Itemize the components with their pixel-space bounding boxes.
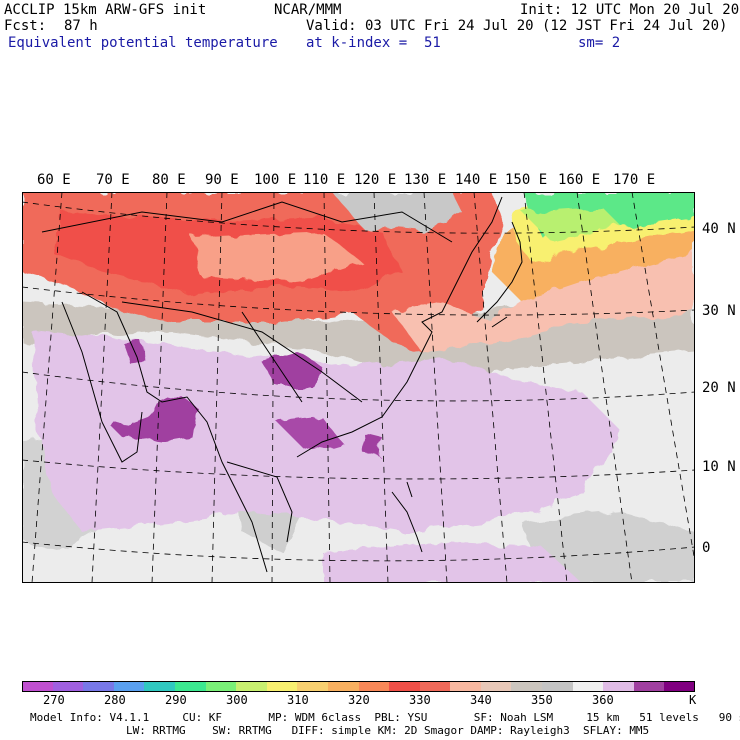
colorbar-segment [205,681,237,692]
field-name: Equivalent potential temperature [8,35,278,51]
colorbar-tick: 290 [165,693,187,707]
lon-label: 60 E [37,172,71,188]
lime-band [522,207,622,242]
grey-patch [332,192,462,232]
init-time: Init: 12 UTC Mon 20 Jul 20 [520,2,740,18]
lon-label: 70 E [96,172,130,188]
colorbar-tick: 310 [287,693,309,707]
lavender-area [322,542,582,583]
colorbar-segment [144,681,176,692]
colorbar-border [22,681,695,692]
coastline-japan [476,221,523,328]
purple-core [362,432,382,457]
colorbar-unit: K [689,693,697,707]
map-frame [22,192,695,583]
colorbar-segment [22,681,54,692]
model-title: ACCLIP 15km ARW-GFS init [4,2,207,18]
colorbar-segment [450,681,482,692]
lon-label: 110 E [303,172,346,188]
pink-area [392,252,695,352]
level-index: at k-index = 51 [306,35,441,51]
lon-label: 170 E [613,172,656,188]
lat-label: 20 N [702,380,736,396]
colorbar-segment [236,681,268,692]
colorbar-segment [664,681,696,692]
organization-label: NCAR/MMM [274,2,342,18]
model-info-line1: Model Info: V4.1.1 CU: KF MP: WDM 6class… [30,711,740,724]
colorbar-segment [572,681,604,692]
colorbar-segment [266,681,298,692]
colorbar-tick: 280 [104,693,126,707]
colorbar-tick: 270 [43,693,65,707]
purple-core [122,342,147,364]
lon-label: 140 E [455,172,498,188]
meridian [631,192,695,563]
colorbar-segment [603,681,635,692]
colorbar-segment [174,681,207,692]
coastline-asia [81,196,503,573]
forecast-label: Fcst: [4,18,47,34]
colorbar-tick: 340 [470,693,492,707]
lon-label: 100 E [254,172,297,188]
theta-e-map [22,192,695,583]
smoothing-value: sm= 2 [578,35,621,51]
lon-label: 160 E [558,172,601,188]
lat-label: 0 [702,540,711,556]
colorbar-segment [327,681,359,692]
colorbar-tick: 300 [226,693,248,707]
colorbar-segment [83,681,115,692]
salmon-area [192,232,362,282]
colorbar-segment [297,681,329,692]
colorbar-segment [633,681,665,692]
colorbar-tick: 350 [531,693,553,707]
purple-core [112,397,197,442]
country-borders [41,201,453,403]
colorbar-segment [542,681,574,692]
colorbar-segment [358,681,390,692]
valid-time: Valid: 03 UTC Fri 24 Jul 20 (12 JST Fri … [306,18,728,34]
forecast-hour: 87 h [64,18,98,34]
colorbar-segment [480,681,512,692]
coastline-india [61,301,143,463]
colorbar-segment [52,681,84,692]
lon-label: 90 E [205,172,239,188]
coastline-philippines [391,481,423,553]
colorbar-segment [389,681,421,692]
model-info-line2: LW: RRTMG SW: RRTMG DIFF: simple KM: 2D … [126,724,650,737]
colorbar-segment [511,681,543,692]
lon-label: 150 E [505,172,548,188]
purple-core [277,417,342,452]
lon-label: 130 E [404,172,447,188]
colorbar [22,681,696,692]
colorbar-segment [113,681,145,692]
purple-core [262,352,322,387]
colorbar-tick: 330 [409,693,431,707]
colorbar-tick: 360 [592,693,614,707]
lat-label: 10 N [702,459,736,475]
lon-label: 120 E [354,172,397,188]
lat-label: 30 N [702,303,736,319]
colorbar-tick: 320 [348,693,370,707]
colorbar-segment [419,681,451,692]
lon-label: 80 E [152,172,186,188]
lat-label: 40 N [702,221,736,237]
